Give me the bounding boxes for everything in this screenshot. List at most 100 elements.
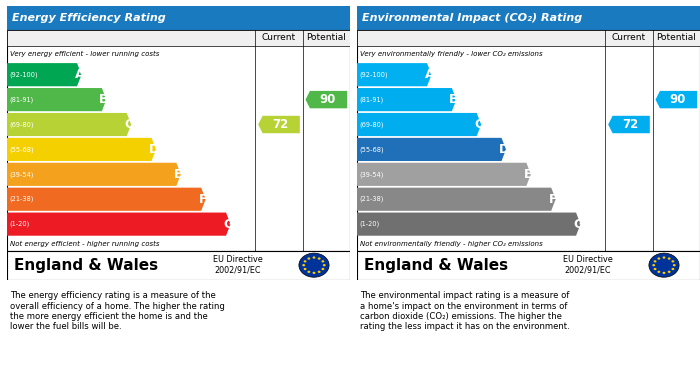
Circle shape <box>671 260 674 262</box>
Text: (81-91): (81-91) <box>10 96 34 103</box>
Circle shape <box>657 257 660 260</box>
Circle shape <box>299 253 329 277</box>
Text: EU Directive
2002/91/EC: EU Directive 2002/91/EC <box>213 255 262 275</box>
Text: The energy efficiency rating is a measure of the
overall efficiency of a home. T: The energy efficiency rating is a measur… <box>10 291 225 332</box>
Polygon shape <box>655 91 697 108</box>
Circle shape <box>318 257 321 260</box>
Polygon shape <box>7 163 181 186</box>
Text: C: C <box>475 118 484 131</box>
Text: Current: Current <box>612 33 646 42</box>
Text: (55-68): (55-68) <box>10 146 34 152</box>
Circle shape <box>671 268 674 270</box>
Text: Very energy efficient - lower running costs: Very energy efficient - lower running co… <box>10 51 160 57</box>
Polygon shape <box>357 213 580 236</box>
Circle shape <box>662 272 666 274</box>
Circle shape <box>307 271 310 273</box>
Polygon shape <box>7 213 230 236</box>
Text: G: G <box>223 218 233 231</box>
Text: E: E <box>174 168 183 181</box>
Circle shape <box>304 260 307 262</box>
Text: (55-68): (55-68) <box>360 146 384 152</box>
Text: Potential: Potential <box>307 33 346 42</box>
Text: D: D <box>148 143 159 156</box>
Text: Energy Efficiency Rating: Energy Efficiency Rating <box>12 13 166 23</box>
Circle shape <box>302 264 305 266</box>
Circle shape <box>654 268 657 270</box>
Polygon shape <box>258 116 300 133</box>
Text: (69-80): (69-80) <box>360 121 384 128</box>
Polygon shape <box>357 88 456 111</box>
Text: F: F <box>550 193 558 206</box>
Circle shape <box>304 268 307 270</box>
Polygon shape <box>357 113 481 136</box>
Text: G: G <box>573 218 583 231</box>
Text: (81-91): (81-91) <box>360 96 384 103</box>
Bar <box>357 251 700 280</box>
Polygon shape <box>357 138 506 161</box>
Circle shape <box>312 256 316 259</box>
Text: Not energy efficient - higher running costs: Not energy efficient - higher running co… <box>10 240 160 247</box>
Circle shape <box>654 260 657 262</box>
Text: 90: 90 <box>319 93 335 106</box>
Circle shape <box>668 257 671 260</box>
Polygon shape <box>7 88 106 111</box>
Text: (21-38): (21-38) <box>360 196 384 203</box>
Text: C: C <box>125 118 134 131</box>
Text: 72: 72 <box>272 118 288 131</box>
Circle shape <box>668 271 671 273</box>
Circle shape <box>321 260 324 262</box>
Text: EU Directive
2002/91/EC: EU Directive 2002/91/EC <box>563 255 612 275</box>
Text: A: A <box>74 68 84 81</box>
Bar <box>7 6 350 30</box>
Text: England & Wales: England & Wales <box>364 258 508 273</box>
Text: (1-20): (1-20) <box>10 221 30 228</box>
Circle shape <box>662 256 666 259</box>
Text: (39-54): (39-54) <box>360 171 384 178</box>
Polygon shape <box>357 188 556 211</box>
Bar <box>357 6 700 30</box>
Text: (92-100): (92-100) <box>10 72 38 78</box>
Circle shape <box>649 253 679 277</box>
Text: England & Wales: England & Wales <box>14 258 158 273</box>
Text: (21-38): (21-38) <box>10 196 34 203</box>
Polygon shape <box>357 163 531 186</box>
Text: B: B <box>449 93 459 106</box>
Text: Not environmentally friendly - higher CO₂ emissions: Not environmentally friendly - higher CO… <box>360 240 543 247</box>
Text: (39-54): (39-54) <box>10 171 34 178</box>
Text: E: E <box>524 168 533 181</box>
Polygon shape <box>7 138 156 161</box>
Text: 72: 72 <box>622 118 638 131</box>
Polygon shape <box>305 91 347 108</box>
Circle shape <box>657 271 660 273</box>
Polygon shape <box>357 63 431 86</box>
Text: The environmental impact rating is a measure of
a home's impact on the environme: The environmental impact rating is a mea… <box>360 291 570 332</box>
Text: (1-20): (1-20) <box>360 221 380 228</box>
Bar <box>357 30 700 46</box>
Text: Current: Current <box>262 33 296 42</box>
Text: D: D <box>498 143 509 156</box>
Circle shape <box>323 264 326 266</box>
Circle shape <box>307 257 310 260</box>
Polygon shape <box>7 113 131 136</box>
Text: B: B <box>99 93 109 106</box>
Circle shape <box>321 268 324 270</box>
Polygon shape <box>7 188 206 211</box>
Text: Very environmentally friendly - lower CO₂ emissions: Very environmentally friendly - lower CO… <box>360 51 543 57</box>
Circle shape <box>673 264 675 266</box>
Bar <box>357 30 700 251</box>
Text: (69-80): (69-80) <box>10 121 34 128</box>
Polygon shape <box>608 116 650 133</box>
Circle shape <box>318 271 321 273</box>
Text: 90: 90 <box>669 93 685 106</box>
Polygon shape <box>7 63 81 86</box>
Bar <box>7 30 350 251</box>
Bar <box>7 251 350 280</box>
Text: Potential: Potential <box>657 33 696 42</box>
Text: Environmental Impact (CO₂) Rating: Environmental Impact (CO₂) Rating <box>362 13 582 23</box>
Circle shape <box>652 264 655 266</box>
Bar <box>7 30 350 46</box>
Text: F: F <box>199 193 208 206</box>
Text: A: A <box>424 68 434 81</box>
Circle shape <box>312 272 316 274</box>
Text: (92-100): (92-100) <box>360 72 389 78</box>
